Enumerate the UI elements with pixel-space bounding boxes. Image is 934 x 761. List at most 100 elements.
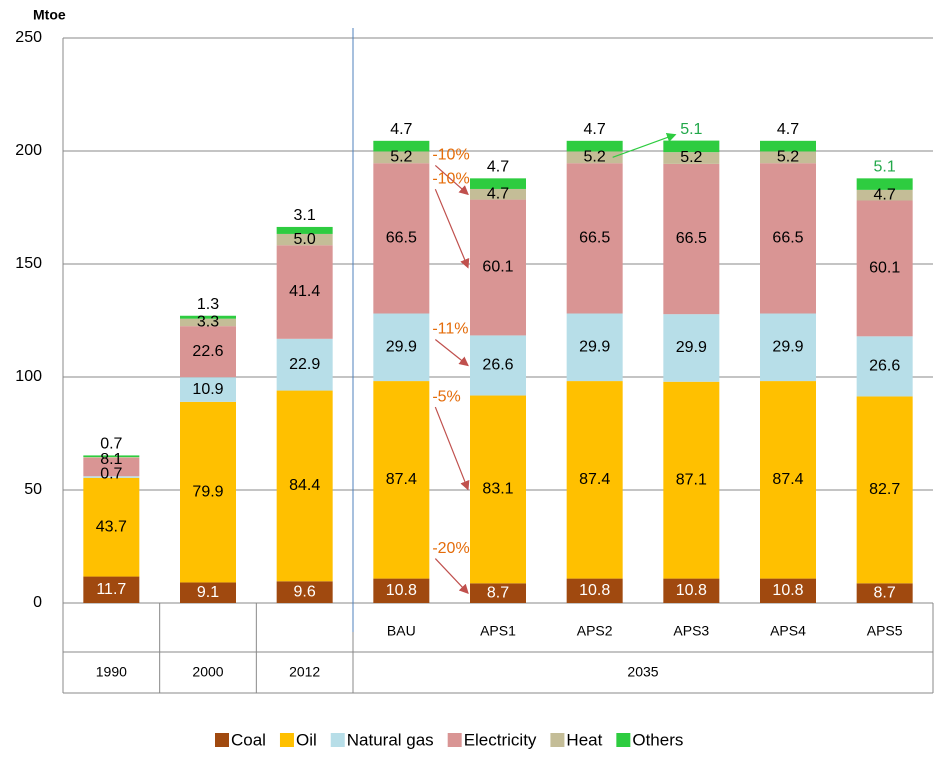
legend-swatch bbox=[447, 733, 462, 747]
data-label: 3.1 bbox=[294, 207, 316, 224]
data-label: 4.7 bbox=[874, 186, 896, 203]
data-label: 87.4 bbox=[579, 471, 610, 488]
annotation: -11% bbox=[432, 321, 468, 338]
data-label: 10.8 bbox=[386, 582, 417, 599]
annotation-arrow bbox=[612, 132, 677, 158]
bar-segment bbox=[856, 189, 913, 201]
bar-segment bbox=[83, 476, 140, 478]
data-label: 9.1 bbox=[197, 584, 219, 601]
legend-swatch bbox=[550, 733, 565, 747]
bar-segment bbox=[373, 163, 430, 314]
group-label: 2012 bbox=[289, 664, 320, 680]
data-label: 43.7 bbox=[96, 518, 127, 535]
bar-segment bbox=[663, 578, 720, 603]
data-label: 4.7 bbox=[487, 185, 509, 202]
bar-segment bbox=[760, 163, 816, 314]
x-tick-label: APS1 bbox=[480, 623, 516, 639]
data-label: 3.3 bbox=[197, 314, 219, 331]
bar-segment bbox=[470, 188, 526, 200]
data-label: 66.5 bbox=[676, 230, 707, 247]
bar-segment bbox=[566, 578, 623, 603]
bar-segment bbox=[856, 178, 913, 190]
legend-label: Oil bbox=[296, 730, 317, 749]
bar-segment bbox=[760, 313, 816, 382]
x-tick-label: BAU bbox=[387, 623, 416, 639]
data-label: 29.9 bbox=[386, 338, 417, 355]
bar-segment bbox=[663, 314, 720, 382]
bar-segment bbox=[470, 178, 526, 189]
data-label: 1.3 bbox=[197, 296, 219, 313]
annotation: -10% bbox=[432, 170, 469, 187]
group-label: 1990 bbox=[96, 664, 127, 680]
legend-swatch bbox=[215, 733, 229, 747]
bar-segment bbox=[180, 401, 236, 583]
data-label: 9.6 bbox=[294, 583, 316, 600]
annotation-arrow bbox=[434, 406, 470, 491]
data-label: 82.7 bbox=[869, 481, 900, 498]
data-label: 87.1 bbox=[676, 471, 707, 488]
annotation-arrow bbox=[434, 188, 470, 269]
bar-segment bbox=[83, 576, 140, 603]
bar-segment bbox=[470, 583, 526, 603]
bar-segment bbox=[373, 381, 430, 579]
bar-segment bbox=[83, 457, 140, 477]
bar-segment bbox=[566, 313, 623, 382]
x-tick-label: APS2 bbox=[577, 623, 613, 639]
bar-segment bbox=[180, 377, 236, 402]
data-label: 4.7 bbox=[487, 159, 509, 176]
bar-segment bbox=[373, 313, 430, 382]
bar-segment bbox=[566, 151, 623, 164]
y-tick-label: 200 bbox=[15, 142, 42, 159]
data-label: 10.9 bbox=[192, 381, 223, 398]
data-label: 8.7 bbox=[874, 584, 896, 601]
bar-segment bbox=[276, 390, 333, 582]
bar-segment bbox=[470, 335, 526, 396]
bar-segment bbox=[760, 151, 816, 164]
data-label: 26.6 bbox=[869, 358, 900, 375]
bar-segment bbox=[760, 381, 816, 579]
data-label: 5.1 bbox=[680, 121, 702, 138]
data-label: 79.9 bbox=[192, 483, 223, 500]
annotation: -5% bbox=[432, 388, 460, 405]
bar-segment bbox=[760, 578, 816, 603]
data-label: 22.9 bbox=[289, 356, 320, 373]
data-label: 8.1 bbox=[100, 451, 122, 468]
data-label: 10.8 bbox=[579, 582, 610, 599]
data-label: 0.7 bbox=[100, 436, 122, 453]
x-tick-label: APS5 bbox=[867, 623, 903, 639]
y-tick-label: 100 bbox=[15, 368, 42, 385]
data-label: 60.1 bbox=[482, 259, 513, 276]
data-label: 84.4 bbox=[289, 477, 320, 494]
bar-segment bbox=[373, 151, 430, 164]
y-tick-label: 0 bbox=[33, 594, 42, 611]
bar-segment bbox=[470, 395, 526, 584]
legend-label: Heat bbox=[566, 730, 602, 749]
data-label: 41.4 bbox=[289, 283, 320, 300]
annotation: -20% bbox=[432, 540, 469, 557]
bar-segment bbox=[276, 233, 333, 246]
data-label: 83.1 bbox=[482, 481, 513, 498]
annotation-arrow bbox=[434, 339, 469, 367]
bar-segment bbox=[373, 140, 430, 152]
bar-segment bbox=[83, 457, 140, 458]
data-label: 4.7 bbox=[777, 121, 799, 138]
data-label: 0.7 bbox=[100, 465, 122, 482]
y-tick-label: 250 bbox=[15, 29, 42, 46]
data-label: 29.9 bbox=[579, 338, 610, 355]
x-tick-label: APS3 bbox=[673, 623, 709, 639]
legend-label: Others bbox=[632, 730, 683, 749]
annotation: -10% bbox=[432, 147, 469, 164]
data-label: 60.1 bbox=[869, 260, 900, 277]
bar-segment bbox=[470, 199, 526, 336]
data-label: 66.5 bbox=[386, 230, 417, 247]
data-label: 5.2 bbox=[390, 149, 412, 166]
bar-segment bbox=[180, 582, 236, 603]
bar-segment bbox=[276, 245, 333, 339]
bar-segment bbox=[566, 381, 623, 579]
legend-swatch bbox=[279, 733, 294, 747]
data-label: 8.7 bbox=[487, 584, 509, 601]
bar-segment bbox=[276, 226, 333, 234]
data-label: 5.0 bbox=[294, 231, 316, 248]
legend-swatch bbox=[616, 733, 631, 747]
